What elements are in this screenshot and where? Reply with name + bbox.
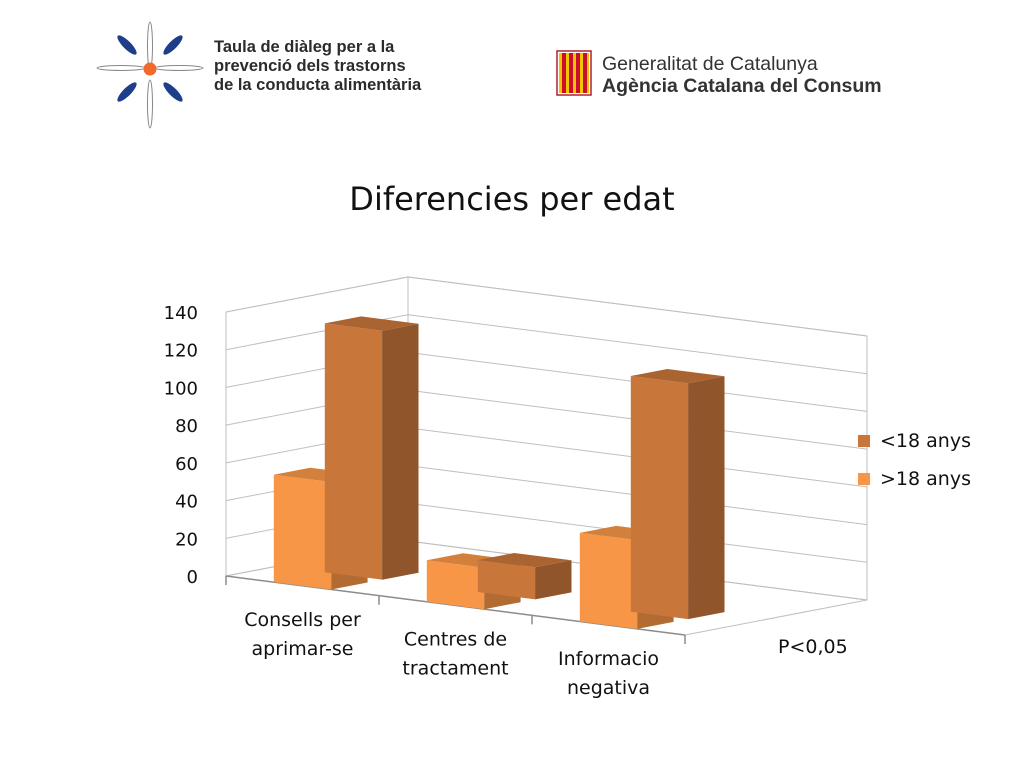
chart-legend: <18 anys >18 anys	[858, 422, 971, 498]
y-tick-label: 100	[164, 378, 198, 399]
gridline	[225, 314, 868, 375]
x-category-label: Consells per	[244, 609, 361, 631]
taula-logo-block: Taula de diàleg per a la prevenció dels …	[90, 12, 450, 137]
taula-logo-icon	[96, 21, 204, 129]
bar-front-under-18	[324, 323, 383, 580]
taula-line-2: prevenció dels trastorns	[214, 57, 406, 75]
bar-top-under-18	[630, 369, 725, 384]
bar-top-under-18	[477, 553, 572, 568]
legend-label-over-18: >18 anys	[880, 468, 971, 490]
bar-front-over-18	[273, 474, 332, 590]
y-tick-label: 20	[175, 529, 198, 550]
bar-side-under-18	[535, 560, 572, 600]
y-tick-label: 60	[175, 454, 198, 475]
chart-title: Diferencies per edat	[349, 180, 675, 218]
taula-line-1: Taula de diàleg per a la	[214, 38, 395, 56]
bar-front-over-18	[579, 532, 638, 629]
generalitat-line-1: Generalitat de Catalunya	[602, 53, 818, 75]
gridline	[225, 276, 868, 337]
taula-line-3: de la conducta alimentària	[214, 76, 422, 94]
legend-swatch-under-18	[858, 435, 870, 447]
generalitat-line-2: Agència Catalana del Consum	[602, 75, 882, 97]
generalitat-emblem-icon	[556, 50, 592, 96]
bar-side-under-18	[382, 323, 419, 580]
y-tick-label: 80	[175, 416, 198, 437]
bar-front-under-18	[630, 376, 689, 620]
y-tick-label: 140	[164, 303, 198, 324]
bar-front-under-18	[477, 560, 536, 600]
bar-front-over-18	[426, 560, 485, 610]
x-category-label: Centres de	[404, 629, 507, 651]
bar-top-under-18	[324, 316, 419, 331]
significance-note: P<0,05	[778, 636, 848, 658]
legend-item-under-18: <18 anys	[858, 422, 971, 460]
legend-label-under-18: <18 anys	[880, 430, 971, 452]
generalitat-logo-block: Generalitat de Catalunya Agència Catalan…	[556, 50, 916, 98]
x-category-label: Informacio	[558, 648, 659, 670]
taula-logo-text: Taula de diàleg per a la prevenció dels …	[214, 38, 421, 95]
x-category-label: negativa	[567, 677, 650, 699]
x-category-label: tractament	[402, 658, 508, 680]
x-category-label: aprimar-se	[252, 638, 354, 660]
y-tick-label: 40	[175, 492, 198, 513]
bar-side-under-18	[688, 376, 725, 620]
legend-swatch-over-18	[858, 473, 870, 485]
y-tick-label: 0	[187, 567, 198, 588]
legend-item-over-18: >18 anys	[858, 460, 971, 498]
y-tick-label: 120	[164, 341, 198, 362]
generalitat-logo-text: Generalitat de Catalunya Agència Catalan…	[602, 53, 882, 97]
